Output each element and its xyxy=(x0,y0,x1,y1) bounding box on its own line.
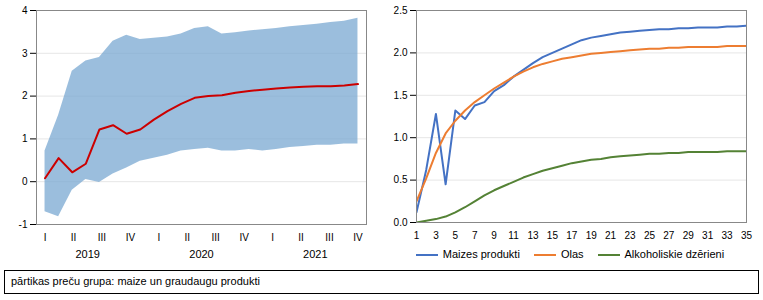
html-text:Olas: Olas xyxy=(560,248,584,260)
svg-text:13: 13 xyxy=(527,230,539,241)
svg-text:3: 3 xyxy=(433,230,439,241)
svg-text:17: 17 xyxy=(566,230,578,241)
svg-text:0: 0 xyxy=(22,176,28,187)
svg-text:5: 5 xyxy=(453,230,459,241)
svg-text:2021: 2021 xyxy=(303,248,327,260)
svg-text:3: 3 xyxy=(22,48,28,59)
svg-text:IV: IV xyxy=(353,232,363,243)
svg-text:1.5: 1.5 xyxy=(394,90,408,101)
svg-text:0.5: 0.5 xyxy=(394,174,408,185)
html-text:Maizes produkti: Maizes produkti xyxy=(442,248,520,260)
svg-text:33: 33 xyxy=(722,230,734,241)
svg-text:I: I xyxy=(157,232,160,243)
svg-text:2: 2 xyxy=(22,90,28,101)
svg-text:31: 31 xyxy=(702,230,714,241)
html-text:Alkoholiskie dzērieni: Alkoholiskie dzērieni xyxy=(624,248,725,260)
svg-text:II: II xyxy=(184,232,190,243)
svg-text:IV: IV xyxy=(239,232,249,243)
svg-text:2019: 2019 xyxy=(75,248,99,260)
svg-text:19: 19 xyxy=(586,230,598,241)
svg-text:9: 9 xyxy=(491,230,497,241)
svg-text:21: 21 xyxy=(605,230,617,241)
svg-text:I: I xyxy=(271,232,274,243)
svg-text:4: 4 xyxy=(22,5,28,16)
svg-text:27: 27 xyxy=(663,230,675,241)
svg-text:I: I xyxy=(44,232,47,243)
svg-text:25: 25 xyxy=(644,230,656,241)
svg-text:IV: IV xyxy=(126,232,136,243)
svg-text:7: 7 xyxy=(472,230,478,241)
svg-text:III: III xyxy=(212,232,220,243)
svg-text:29: 29 xyxy=(683,230,695,241)
svg-text:1: 1 xyxy=(22,133,28,144)
svg-text:-1: -1 xyxy=(19,219,28,230)
svg-text:11: 11 xyxy=(508,230,519,241)
svg-text:0.0: 0.0 xyxy=(394,217,408,228)
svg-text:1.0: 1.0 xyxy=(394,132,408,143)
svg-text:23: 23 xyxy=(624,230,636,241)
svg-text:1: 1 xyxy=(414,230,420,241)
html-text:pārtikas preču grupa: maize un: pārtikas preču grupa: maize un graudaugu… xyxy=(11,275,260,287)
svg-text:II: II xyxy=(71,232,77,243)
svg-text:II: II xyxy=(298,232,304,243)
svg-text:III: III xyxy=(98,232,106,243)
svg-text:2.5: 2.5 xyxy=(394,5,408,16)
svg-text:2020: 2020 xyxy=(189,248,213,260)
svg-text:35: 35 xyxy=(741,230,753,241)
svg-text:III: III xyxy=(325,232,333,243)
svg-text:2.0: 2.0 xyxy=(394,47,408,58)
svg-text:15: 15 xyxy=(547,230,559,241)
